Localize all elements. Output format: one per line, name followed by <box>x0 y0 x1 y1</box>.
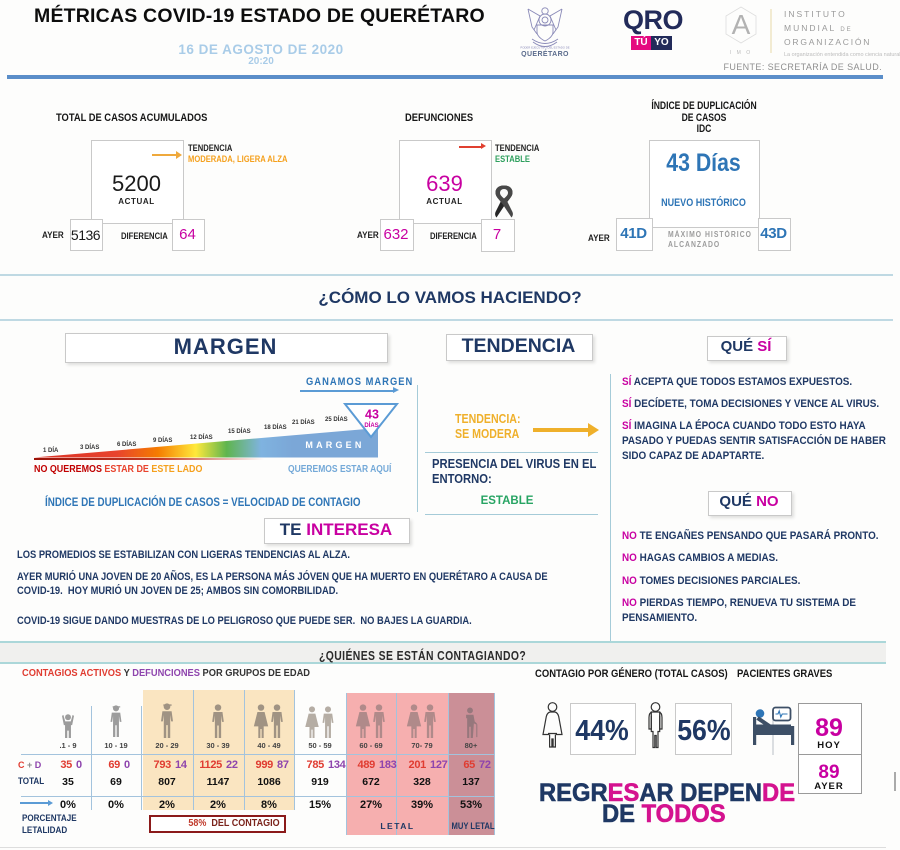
svg-text:MARGEN: MARGEN <box>305 440 364 450</box>
svg-text:I M O: I M O <box>730 50 752 56</box>
svg-text:A: A <box>732 9 751 40</box>
svg-text:QUERÉTARO: QUERÉTARO <box>521 49 569 57</box>
svg-text:DÍAS: DÍAS <box>364 421 378 429</box>
svg-text:43: 43 <box>365 408 379 422</box>
svg-text:PODER EJECUTIVO DEL ESTADO DE: PODER EJECUTIVO DEL ESTADO DE <box>520 46 569 50</box>
